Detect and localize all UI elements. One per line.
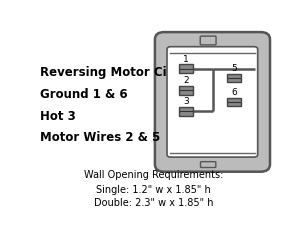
Text: Motor Wires 2 & 5: Motor Wires 2 & 5 (40, 132, 160, 144)
Text: 2: 2 (184, 77, 189, 86)
Bar (227, 74, 241, 82)
Text: 5: 5 (231, 64, 237, 73)
Bar (227, 98, 241, 106)
FancyBboxPatch shape (200, 162, 216, 168)
Bar (179, 64, 193, 73)
Text: Ground 1 & 6: Ground 1 & 6 (40, 88, 128, 101)
Bar (179, 86, 193, 95)
Text: 6: 6 (231, 88, 237, 97)
Text: Double: 2.3" w x 1.85" h: Double: 2.3" w x 1.85" h (94, 198, 214, 208)
FancyBboxPatch shape (167, 47, 258, 157)
Text: 3: 3 (183, 97, 189, 106)
FancyBboxPatch shape (155, 32, 270, 172)
Text: Hot 3: Hot 3 (40, 109, 76, 123)
FancyBboxPatch shape (200, 36, 216, 45)
Text: 1: 1 (183, 55, 189, 64)
Text: Reversing Motor Circuit: Reversing Motor Circuit (40, 66, 197, 79)
Bar (179, 107, 193, 116)
Text: Single: 1.2" w x 1.85" h: Single: 1.2" w x 1.85" h (96, 185, 211, 195)
Text: Wall Opening Requirements:: Wall Opening Requirements: (84, 170, 224, 180)
